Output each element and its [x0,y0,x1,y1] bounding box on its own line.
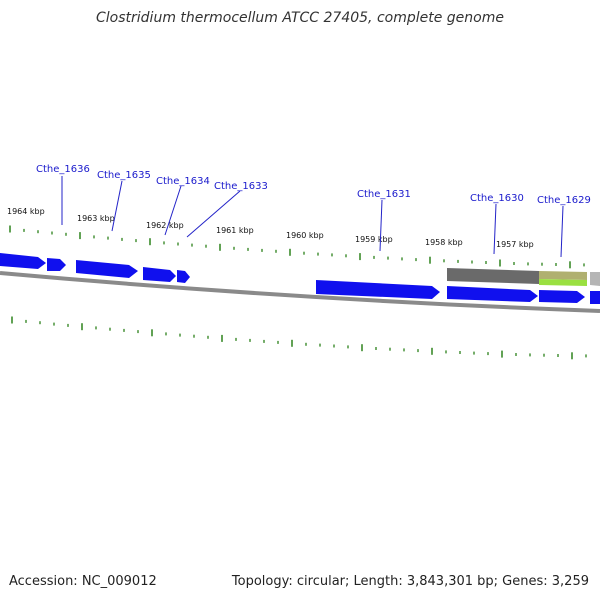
forward-genes [0,253,190,283]
scale-label: 1963 kbp [77,214,115,223]
leader-line [379,199,383,252]
gene-arrow[interactable] [143,267,176,282]
gene-arrow[interactable] [177,270,190,283]
scale-label: 1960 kbp [286,231,324,240]
olive-feature[interactable] [539,271,587,280]
accession-text: Accession: NC_009012 [9,574,157,589]
gene-label[interactable]: Cthe_1636 [36,164,90,175]
backbone-arc [0,271,600,313]
backbone [0,271,600,313]
gene-label[interactable]: Cthe_1631 [357,189,411,200]
scale-label: 1964 kbp [7,207,45,216]
scale-label: 1959 kbp [355,235,393,244]
gene-arrow[interactable] [590,291,600,304]
leader-line [164,185,182,236]
gene-arrow[interactable] [447,286,538,302]
scale-label: 1958 kbp [425,238,463,247]
outer-tick-row [9,225,585,269]
genome-summary-text: Topology: circular; Length: 3,843,301 bp… [231,574,589,589]
page-title: Clostridium thermocellum ATCC 27405, com… [96,10,504,26]
gene-label[interactable]: Cthe_1634 [156,176,210,187]
gene-label[interactable]: Cthe_1630 [470,193,524,204]
gene-arrow[interactable] [76,260,138,278]
leader-line [493,203,497,255]
gene-arrow[interactable] [539,290,585,303]
gray-feature[interactable] [590,272,600,286]
reverse-genes [316,280,600,304]
leader-line [560,205,564,258]
inner-tick-row [11,316,587,360]
gene-arrow[interactable] [316,280,440,299]
gene-label[interactable]: Cthe_1635 [97,170,151,181]
feature-blocks [447,268,600,286]
gene-leader-lines [61,176,564,258]
scale-labels: 1964 kbp 1963 kbp 1962 kbp 1961 kbp 1960… [7,207,534,249]
leader-line [111,180,123,232]
scale-label: 1962 kbp [146,221,184,230]
scale-label: 1957 kbp [496,240,534,249]
leader-line [186,190,241,238]
gene-label[interactable]: Cthe_1633 [214,181,268,192]
gray-feature[interactable] [447,268,539,284]
gene-arrow[interactable] [47,258,66,271]
gene-labels: Cthe_1636 Cthe_1635 Cthe_1634 Cthe_1633 … [36,164,591,206]
gene-label[interactable]: Cthe_1629 [537,195,591,206]
green-feature[interactable] [539,279,587,286]
scale-label: 1961 kbp [216,226,254,235]
gene-arrow[interactable] [0,253,46,269]
